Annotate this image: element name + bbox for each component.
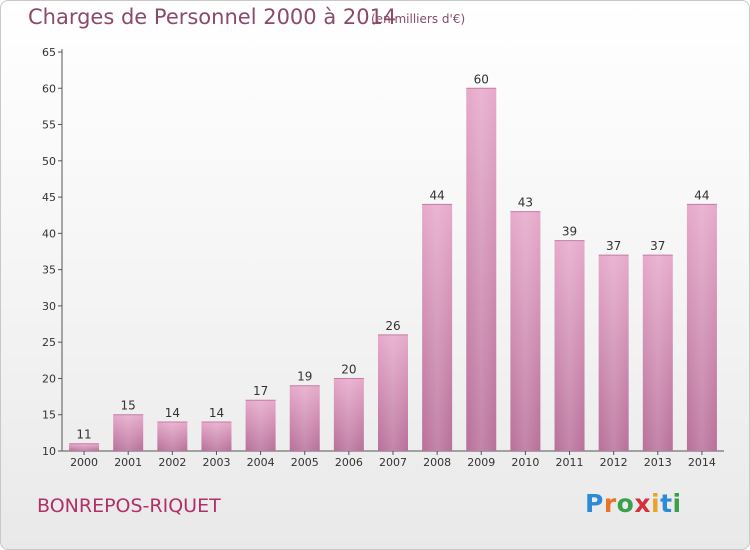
chart-subtitle: (en milliers d'€) (371, 12, 466, 26)
bar-value-label: 44 (429, 188, 444, 202)
y-tick-label: 50 (42, 155, 56, 168)
bar-highlight (113, 414, 144, 451)
x-tick-label: 2009 (467, 456, 495, 469)
bar-value-label: 20 (341, 362, 356, 376)
y-tick-label: 60 (42, 82, 56, 95)
x-tick-label: 2008 (423, 456, 451, 469)
bar-highlight (378, 334, 408, 451)
y-tick-label: 30 (42, 300, 56, 313)
logo-letter: r (603, 489, 617, 518)
bar-value-label: 44 (694, 188, 709, 202)
bar-highlight (422, 204, 453, 451)
logo-letter: x (634, 489, 651, 518)
x-tick-label: 2001 (114, 456, 142, 469)
logo-letter: P (585, 489, 604, 518)
bar-value-label: 14 (209, 406, 224, 420)
y-tick-label: 35 (42, 264, 56, 277)
bar-value-label: 37 (650, 239, 665, 253)
logo-letter: o (616, 489, 635, 518)
place-name: BONREPOS-RIQUET (37, 495, 221, 517)
x-tick-label: 2012 (600, 456, 628, 469)
bar-highlight (554, 240, 585, 451)
bar-highlight (333, 378, 364, 451)
logo-letter: i (672, 489, 682, 518)
x-tick-label: 2003 (202, 456, 230, 469)
bar-value-label: 39 (562, 225, 577, 239)
chart-title: Charges de Personnel 2000 à 2014 (28, 5, 397, 29)
x-tick-label: 2002 (158, 456, 186, 469)
bar-value-label: 15 (121, 399, 136, 413)
logo-letter: t (660, 489, 673, 518)
x-tick-label: 2005 (291, 456, 319, 469)
y-tick-label: 55 (42, 119, 56, 132)
bar-highlight (642, 255, 673, 451)
bar-highlight (157, 421, 188, 451)
bar-value-label: 11 (76, 428, 91, 442)
bar-highlight (686, 204, 717, 451)
bar-highlight (510, 211, 541, 451)
y-tick-label: 45 (42, 191, 56, 204)
bar-highlight (201, 421, 232, 451)
bar-value-label: 60 (474, 72, 489, 86)
x-tick-label: 2011 (556, 456, 584, 469)
logo-letter: i (651, 489, 661, 518)
bar-highlight (289, 385, 320, 451)
proxiti-logo[interactable]: Proxiti (585, 489, 682, 518)
x-tick-label: 2010 (511, 456, 539, 469)
x-tick-label: 2014 (688, 456, 716, 469)
x-tick-label: 2006 (335, 456, 363, 469)
y-tick-label: 40 (42, 227, 56, 240)
bar-value-label: 17 (253, 384, 268, 398)
y-tick-label: 25 (42, 336, 56, 349)
bar-highlight (598, 255, 629, 451)
x-tick-label: 2004 (247, 456, 275, 469)
x-tick-label: 2007 (379, 456, 407, 469)
x-tick-label: 2013 (644, 456, 672, 469)
bar-value-label: 19 (297, 370, 312, 384)
bar-highlight (245, 400, 276, 451)
bar-highlight (466, 88, 497, 451)
y-tick-label: 10 (42, 445, 56, 458)
y-tick-label: 15 (42, 409, 56, 422)
bar-highlight (69, 443, 100, 451)
bar-value-label: 37 (606, 239, 621, 253)
bar-value-label: 14 (165, 406, 180, 420)
y-tick-label: 20 (42, 372, 56, 385)
bar-value-label: 43 (518, 196, 533, 210)
x-tick-label: 2000 (70, 456, 98, 469)
y-tick-label: 65 (42, 46, 56, 59)
bar-value-label: 26 (385, 319, 400, 333)
